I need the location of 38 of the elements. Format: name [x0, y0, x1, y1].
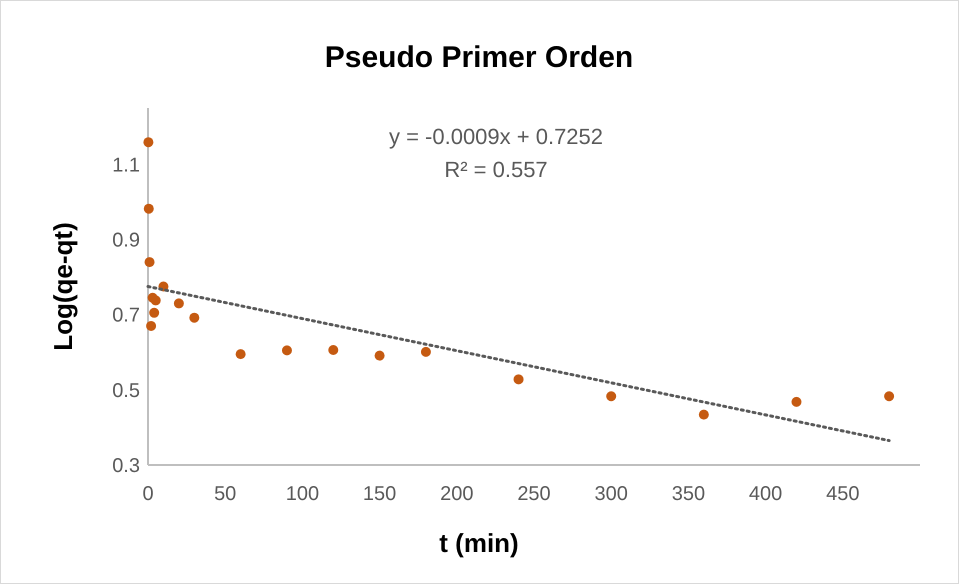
- x-tick-label: 300: [594, 483, 628, 505]
- point: [514, 374, 524, 384]
- point: [282, 345, 292, 356]
- x-tick-label: 100: [286, 483, 320, 505]
- x-tick-label: 0: [142, 483, 154, 505]
- y-tick-label: 0.9: [112, 230, 140, 252]
- x-tick-label: 250: [517, 483, 551, 505]
- point: [236, 349, 246, 360]
- x-tick-label: 150: [362, 483, 396, 505]
- x-tick-label: 450: [826, 483, 860, 505]
- point: [420, 346, 431, 357]
- chart-title: Pseudo Primer Orden: [324, 41, 634, 74]
- point: [144, 204, 154, 214]
- y-axis-title: Log(qe-qt): [48, 222, 78, 351]
- point: [144, 257, 155, 268]
- point: [791, 396, 802, 407]
- x-tick-label: 350: [672, 483, 706, 505]
- x-tick-label: 400: [748, 483, 782, 505]
- x-tick-label: 200: [440, 483, 474, 505]
- point: [374, 350, 385, 361]
- point: [143, 137, 154, 148]
- point: [884, 391, 894, 402]
- point: [174, 298, 184, 308]
- annotation: y = -0.0009x + 0.7252: [388, 124, 604, 149]
- point: [146, 320, 156, 331]
- point: [328, 345, 338, 356]
- x-tick-label: 50: [214, 483, 236, 505]
- x-axis-title: t (min): [439, 528, 519, 558]
- y-tick-label: 1.1: [112, 154, 140, 176]
- point: [189, 312, 200, 323]
- annotation: R² = 0.557: [444, 157, 548, 182]
- point: [149, 308, 160, 318]
- point: [150, 295, 161, 306]
- y-tick-label: 0.5: [112, 380, 140, 402]
- y-tick-label: 0.7: [112, 304, 140, 327]
- point: [606, 391, 616, 402]
- point: [698, 410, 709, 420]
- y-tick-label: 0.3: [112, 455, 140, 477]
